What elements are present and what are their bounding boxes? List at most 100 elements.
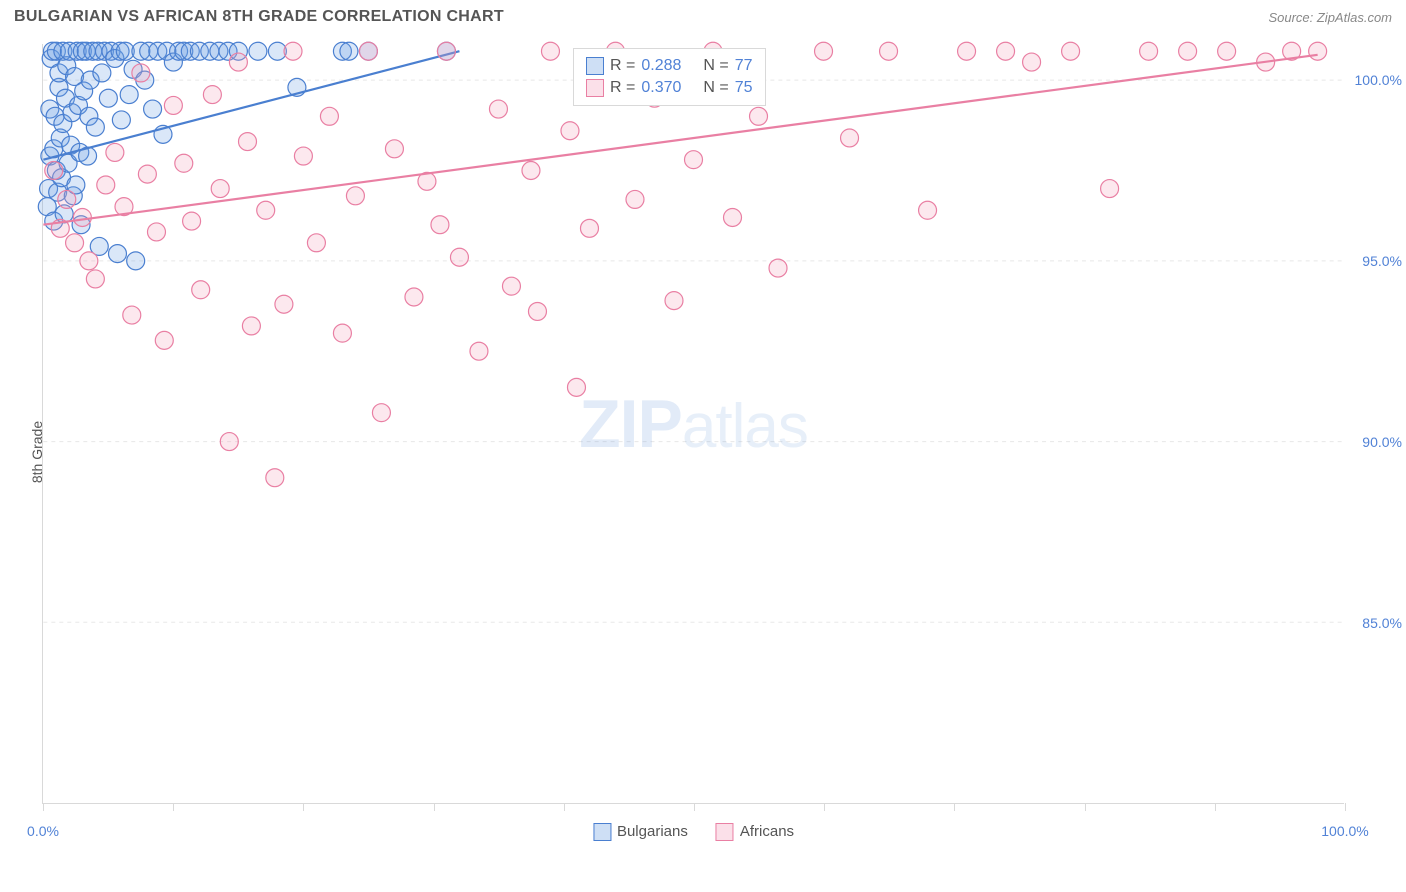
scatter-point <box>120 86 138 104</box>
x-tick-mark <box>1085 803 1086 811</box>
scatter-point <box>147 223 165 241</box>
scatter-point <box>1023 53 1041 71</box>
series-legend-item: Bulgarians <box>593 823 688 841</box>
legend-n-value: 75 <box>735 79 753 97</box>
scatter-point <box>919 201 937 219</box>
scatter-point <box>561 122 579 140</box>
legend-row: R = 0.288 N = 77 <box>586 55 753 77</box>
scatter-point <box>372 404 390 422</box>
scatter-point <box>470 342 488 360</box>
scatter-point <box>203 86 221 104</box>
scatter-point <box>450 248 468 266</box>
scatter-point <box>123 306 141 324</box>
scatter-point <box>841 129 859 147</box>
scatter-point <box>127 252 145 270</box>
legend-swatch <box>586 57 604 75</box>
scatter-point <box>97 176 115 194</box>
scatter-point <box>724 208 742 226</box>
series-legend-label: Bulgarians <box>617 823 688 840</box>
legend-swatch <box>593 823 611 841</box>
scatter-point <box>769 259 787 277</box>
scatter-point <box>99 89 117 107</box>
scatter-point <box>275 295 293 313</box>
scatter-point <box>229 53 247 71</box>
chart-source: Source: ZipAtlas.com <box>1268 10 1392 25</box>
chart-wrap: 8th Grade ZIPatlas R =0.288N =77R =0.370… <box>0 32 1406 872</box>
scatter-point <box>750 107 768 125</box>
scatter-point <box>106 143 124 161</box>
scatter-point <box>567 378 585 396</box>
scatter-point <box>880 42 898 60</box>
scatter-point <box>1101 180 1119 198</box>
x-tick-mark <box>1215 803 1216 811</box>
scatter-point <box>541 42 559 60</box>
series-legend-item: Africans <box>716 823 794 841</box>
scatter-point <box>112 111 130 129</box>
scatter-point <box>958 42 976 60</box>
scatter-point <box>175 154 193 172</box>
chart-title: BULGARIAN VS AFRICAN 8TH GRADE CORRELATI… <box>14 8 504 26</box>
scatter-point <box>1309 42 1327 60</box>
scatter-plot: ZIPatlas R =0.288N =77R =0.370N =75 Bulg… <box>42 44 1344 804</box>
scatter-point <box>626 190 644 208</box>
scatter-point <box>239 133 257 151</box>
legend-n-label: N = <box>703 57 728 75</box>
scatter-point <box>1062 42 1080 60</box>
x-tick-mark <box>173 803 174 811</box>
scatter-point <box>266 469 284 487</box>
scatter-point <box>405 288 423 306</box>
x-tick-mark <box>303 803 304 811</box>
scatter-point <box>86 118 104 136</box>
scatter-point <box>93 64 111 82</box>
legend-r-label: R = <box>610 57 635 75</box>
x-tick-mark <box>954 803 955 811</box>
legend-n-value: 77 <box>735 57 753 75</box>
scatter-point <box>815 42 833 60</box>
scatter-point <box>132 64 150 82</box>
scatter-point <box>183 212 201 230</box>
scatter-point <box>346 187 364 205</box>
correlation-legend: R = 0.288 N = 77 R = 0.370 N = 75 <box>573 48 766 106</box>
scatter-point <box>164 96 182 114</box>
scatter-point <box>340 42 358 60</box>
scatter-point <box>333 324 351 342</box>
scatter-point <box>45 162 63 180</box>
scatter-point <box>431 216 449 234</box>
scatter-point <box>242 317 260 335</box>
scatter-point <box>257 201 275 219</box>
legend-r-label: R = <box>610 79 635 97</box>
legend-r-value: 0.370 <box>641 79 681 97</box>
scatter-point <box>1218 42 1236 60</box>
scatter-point <box>80 252 98 270</box>
scatter-point <box>66 234 84 252</box>
scatter-point <box>211 180 229 198</box>
scatter-point <box>138 165 156 183</box>
legend-swatch <box>586 79 604 97</box>
x-tick-mark <box>43 803 44 811</box>
x-tick-mark <box>434 803 435 811</box>
y-tick-label: 90.0% <box>1352 434 1402 450</box>
x-tick-label: 0.0% <box>27 823 59 839</box>
y-tick-label: 100.0% <box>1352 72 1402 88</box>
legend-n-label: N = <box>703 79 728 97</box>
scatter-point <box>320 107 338 125</box>
scatter-point <box>665 292 683 310</box>
scatter-point <box>108 245 126 263</box>
legend-swatch <box>716 823 734 841</box>
series-legend-label: Africans <box>740 823 794 840</box>
legend-r-value: 0.288 <box>641 57 681 75</box>
scatter-point <box>502 277 520 295</box>
scatter-point <box>1140 42 1158 60</box>
legend-row: R = 0.370 N = 75 <box>586 77 753 99</box>
x-tick-mark <box>824 803 825 811</box>
x-tick-mark <box>694 803 695 811</box>
scatter-point <box>359 42 377 60</box>
scatter-point <box>86 270 104 288</box>
scatter-point <box>437 42 455 60</box>
chart-header: BULGARIAN VS AFRICAN 8TH GRADE CORRELATI… <box>0 0 1406 32</box>
scatter-point <box>284 42 302 60</box>
scatter-point <box>144 100 162 118</box>
series-legend: Bulgarians Africans <box>593 823 794 841</box>
scatter-point <box>528 302 546 320</box>
scatter-point <box>997 42 1015 60</box>
